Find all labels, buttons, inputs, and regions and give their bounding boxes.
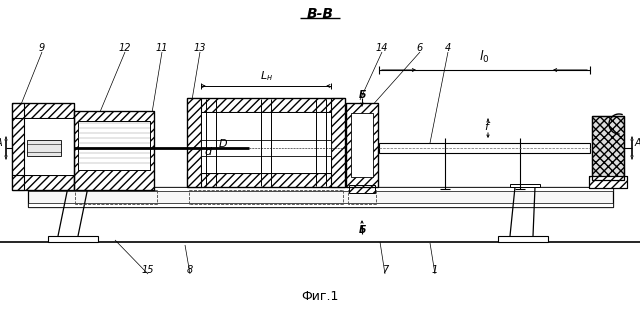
Text: $D$: $D$ <box>218 137 228 149</box>
Bar <box>351 113 373 177</box>
Bar <box>78 121 150 170</box>
Text: 7: 7 <box>382 265 388 275</box>
Bar <box>592 116 624 180</box>
Bar <box>331 98 345 187</box>
Bar <box>24 118 74 175</box>
Bar <box>187 98 345 187</box>
Text: 15: 15 <box>141 265 154 275</box>
Bar <box>12 103 74 118</box>
Bar <box>346 103 378 187</box>
Text: 11: 11 <box>156 43 168 53</box>
Bar <box>12 103 24 190</box>
Text: 6: 6 <box>417 43 423 53</box>
Text: A: A <box>0 138 2 148</box>
Bar <box>28 203 613 207</box>
Bar <box>187 173 345 187</box>
Text: Фиг.1: Фиг.1 <box>301 290 339 303</box>
Text: A: A <box>635 138 640 148</box>
Text: 14: 14 <box>376 43 388 53</box>
Text: 13: 13 <box>194 43 206 53</box>
Bar <box>187 98 345 112</box>
Bar <box>201 140 331 156</box>
Text: 8: 8 <box>187 265 193 275</box>
Text: $l_0$: $l_0$ <box>479 49 489 65</box>
Text: В-В: В-В <box>307 7 333 21</box>
Bar <box>201 112 331 173</box>
Bar <box>346 103 378 187</box>
Bar <box>74 111 154 190</box>
Text: Б: Б <box>358 225 365 235</box>
Text: Б: Б <box>358 90 365 100</box>
Bar <box>12 175 74 190</box>
Bar <box>379 143 590 153</box>
Text: 12: 12 <box>119 43 131 53</box>
Bar <box>12 103 74 190</box>
Bar <box>28 187 613 191</box>
Bar <box>63 184 93 187</box>
Text: 9: 9 <box>39 43 45 53</box>
Bar <box>28 187 613 207</box>
Bar <box>349 185 375 193</box>
Bar <box>589 176 627 188</box>
Bar <box>74 111 154 190</box>
Bar <box>592 116 624 180</box>
Text: $d$: $d$ <box>204 145 214 157</box>
Text: $f$: $f$ <box>484 120 492 132</box>
Bar <box>510 184 540 187</box>
Text: $L_н$: $L_н$ <box>259 69 273 83</box>
Bar <box>498 236 548 242</box>
Bar <box>12 118 24 175</box>
Text: 4: 4 <box>445 43 451 53</box>
Bar <box>187 98 201 187</box>
Bar <box>589 176 627 188</box>
Bar <box>27 140 61 156</box>
Bar <box>48 236 98 242</box>
Text: 1: 1 <box>432 265 438 275</box>
